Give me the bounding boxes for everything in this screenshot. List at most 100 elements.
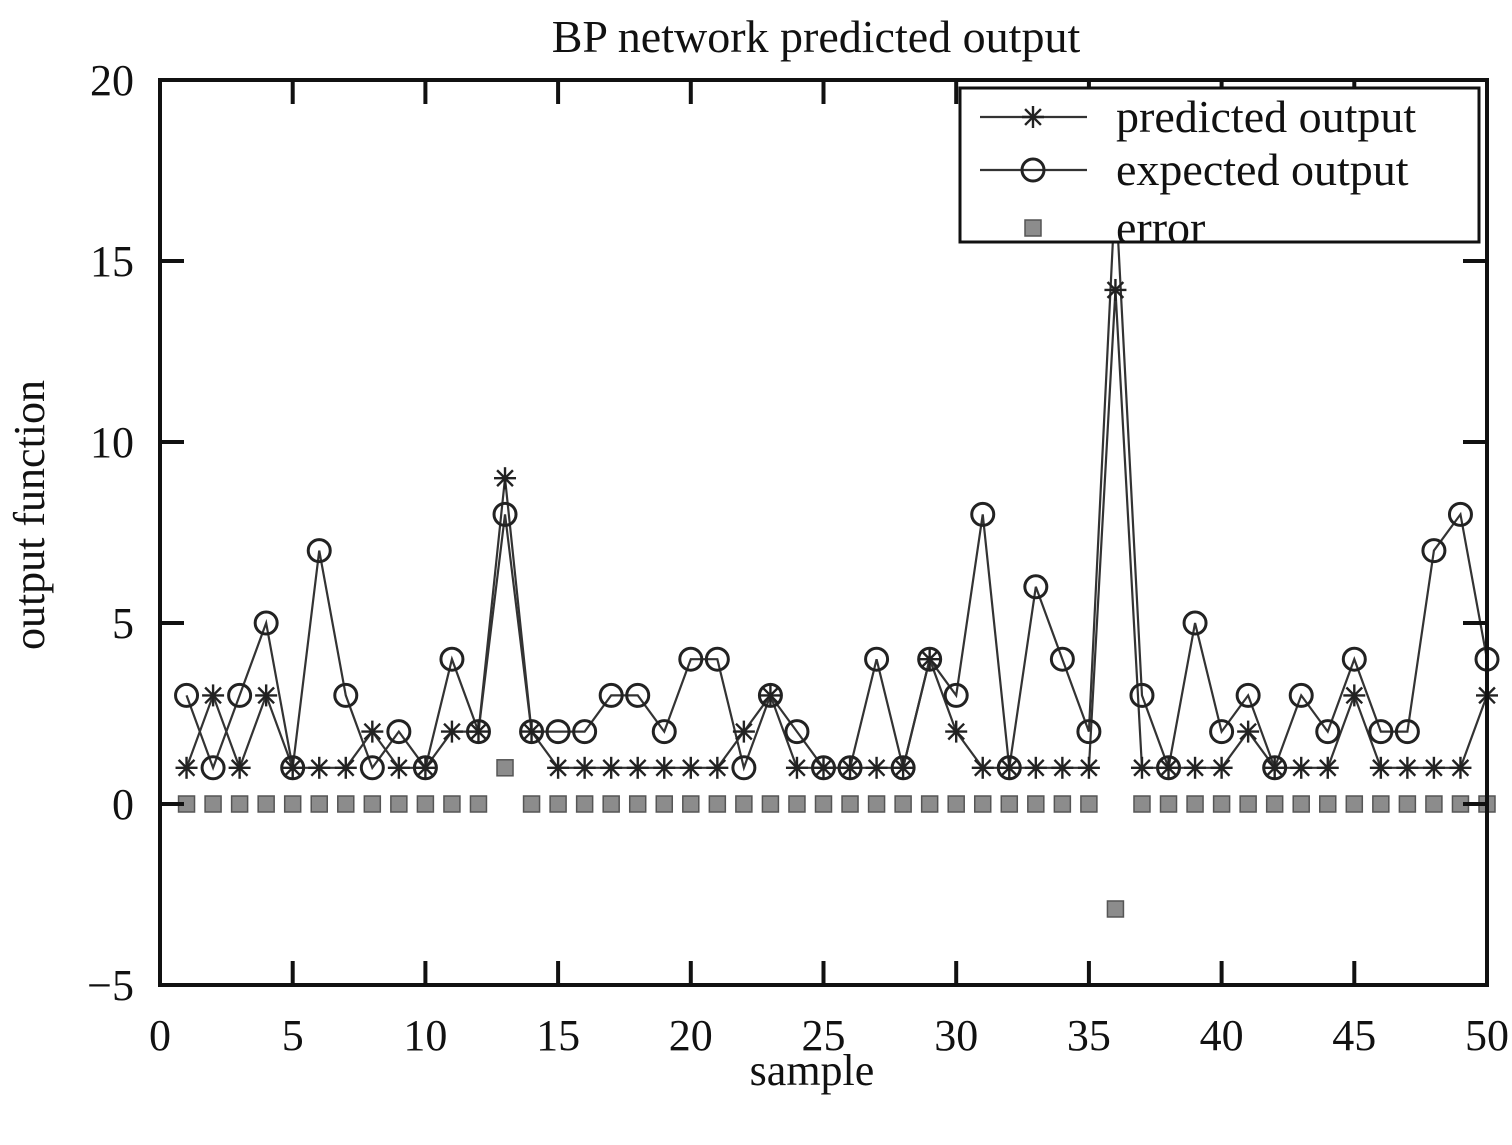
y-tick-label: −5	[87, 961, 134, 1010]
x-tick-label: 35	[1067, 1011, 1111, 1060]
predicted-output-point	[281, 756, 304, 779]
predicted-output-point	[839, 756, 862, 779]
predicted-output-point	[334, 756, 357, 779]
expected-output-point	[253, 610, 279, 636]
expected-output-point	[1288, 682, 1314, 708]
expected-output-point	[651, 719, 677, 745]
predicted-output-point	[573, 756, 596, 779]
predicted-output-point	[1237, 720, 1260, 743]
predicted-output-point	[600, 756, 623, 779]
error-point	[337, 795, 355, 813]
error-point	[1000, 795, 1019, 813]
predicted-output-point	[520, 720, 543, 743]
expected-output-point	[678, 646, 704, 672]
legend-circle-marker	[1020, 157, 1046, 183]
error-point	[549, 795, 567, 813]
error-point	[575, 795, 594, 813]
predicted-output-point	[626, 756, 649, 779]
y-axis-label: output function	[5, 380, 54, 650]
error-point	[283, 795, 302, 813]
predicted-output-point	[308, 756, 331, 779]
expected-output-point	[200, 755, 226, 781]
error-point	[655, 795, 674, 813]
predicted-output-point	[971, 756, 994, 779]
legend-label: error	[1116, 202, 1205, 253]
error-point	[443, 795, 461, 813]
legend-star-marker	[1022, 106, 1044, 128]
predicted-output-point	[998, 756, 1021, 779]
expected-output-point	[1049, 646, 1075, 672]
expected-output-point	[492, 501, 518, 527]
error-point	[204, 795, 222, 813]
predicted-output-point	[361, 720, 384, 743]
error-point	[973, 795, 992, 813]
x-tick-label: 30	[934, 1011, 978, 1060]
legend-square-marker	[1024, 219, 1042, 237]
legend-box	[958, 86, 1481, 244]
expected-output-point	[1315, 719, 1341, 745]
predicted-output-point	[785, 756, 808, 779]
error-point	[920, 795, 939, 813]
error-point	[363, 795, 382, 813]
expected-output-point	[1447, 501, 1473, 527]
predicted-output-point	[1316, 756, 1339, 779]
predicted-output-point	[732, 720, 755, 743]
predicted-output-point	[175, 756, 198, 779]
error-point	[682, 795, 700, 813]
error-point	[1345, 795, 1364, 813]
y-tick-label: 0	[112, 780, 134, 829]
error-point	[735, 795, 753, 813]
predicted-output-point	[653, 756, 676, 779]
error-point	[1398, 795, 1417, 813]
predicted-output-point	[202, 684, 225, 707]
axes: 0 5 10 15 20 25 30 35 40 45 50 −5 0 5 10 15 20	[87, 56, 1509, 1060]
expected-output-point	[1023, 574, 1049, 600]
predicted-output-point	[1077, 756, 1100, 779]
error-point	[1425, 795, 1443, 813]
error-point	[257, 795, 275, 813]
expected-output-point	[572, 719, 598, 745]
error-point	[310, 795, 328, 813]
error-point	[602, 795, 620, 813]
x-tick-label: 15	[536, 1011, 580, 1060]
predicted-output-line	[185, 289, 1489, 771]
error-point	[1212, 795, 1231, 813]
predicted-output-point	[1104, 278, 1127, 301]
plot-area	[174, 176, 1500, 918]
y-tick-label: 15	[90, 237, 134, 286]
expected-output-point	[306, 538, 332, 564]
error-point	[947, 795, 965, 813]
expected-output-point	[1129, 682, 1155, 708]
y-tick-label: 10	[90, 418, 134, 467]
error-point	[496, 759, 514, 777]
predicted-output-point	[414, 756, 437, 779]
predicted-output-point	[1290, 756, 1313, 779]
x-tick-label: 40	[1200, 1011, 1244, 1060]
expected-output-point	[1209, 719, 1235, 745]
predicted-output-point	[1130, 756, 1153, 779]
expected-output-point	[598, 682, 624, 708]
expected-output-point	[227, 682, 253, 708]
expected-output-point	[333, 682, 359, 708]
predicted-output-point	[1422, 756, 1445, 779]
error-point	[522, 795, 541, 813]
predicted-output-point	[547, 756, 570, 779]
expected-output-point	[970, 501, 996, 527]
error-point	[1106, 900, 1125, 918]
error-point	[1027, 795, 1045, 813]
predicted-output-point	[892, 756, 915, 779]
predicted-output-point	[812, 756, 835, 779]
predicted-output-point	[255, 684, 278, 707]
predicted-output-point	[387, 756, 410, 779]
predicted-output-point	[706, 756, 729, 779]
expected-output-point	[943, 682, 969, 708]
error-point	[788, 795, 806, 813]
predicted-output-point	[1369, 756, 1392, 779]
expected-output-point	[864, 646, 890, 672]
expected-output-point	[1076, 719, 1102, 745]
predicted-output-point	[679, 756, 702, 779]
error-point	[867, 795, 886, 813]
predicted-output-point	[865, 756, 888, 779]
